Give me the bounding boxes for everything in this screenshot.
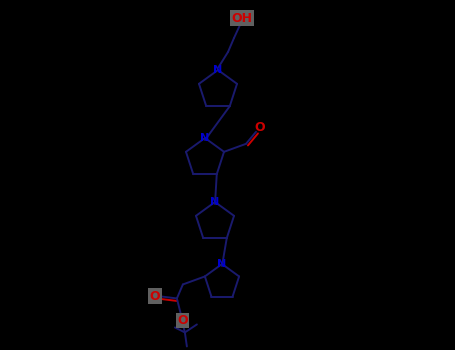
Text: N: N	[217, 259, 227, 269]
Text: OH: OH	[232, 12, 253, 24]
Text: N: N	[213, 65, 222, 75]
Text: N: N	[210, 197, 220, 207]
Text: O: O	[255, 121, 265, 134]
Text: N: N	[200, 133, 210, 143]
Text: O: O	[177, 314, 188, 327]
Text: O: O	[150, 290, 160, 303]
